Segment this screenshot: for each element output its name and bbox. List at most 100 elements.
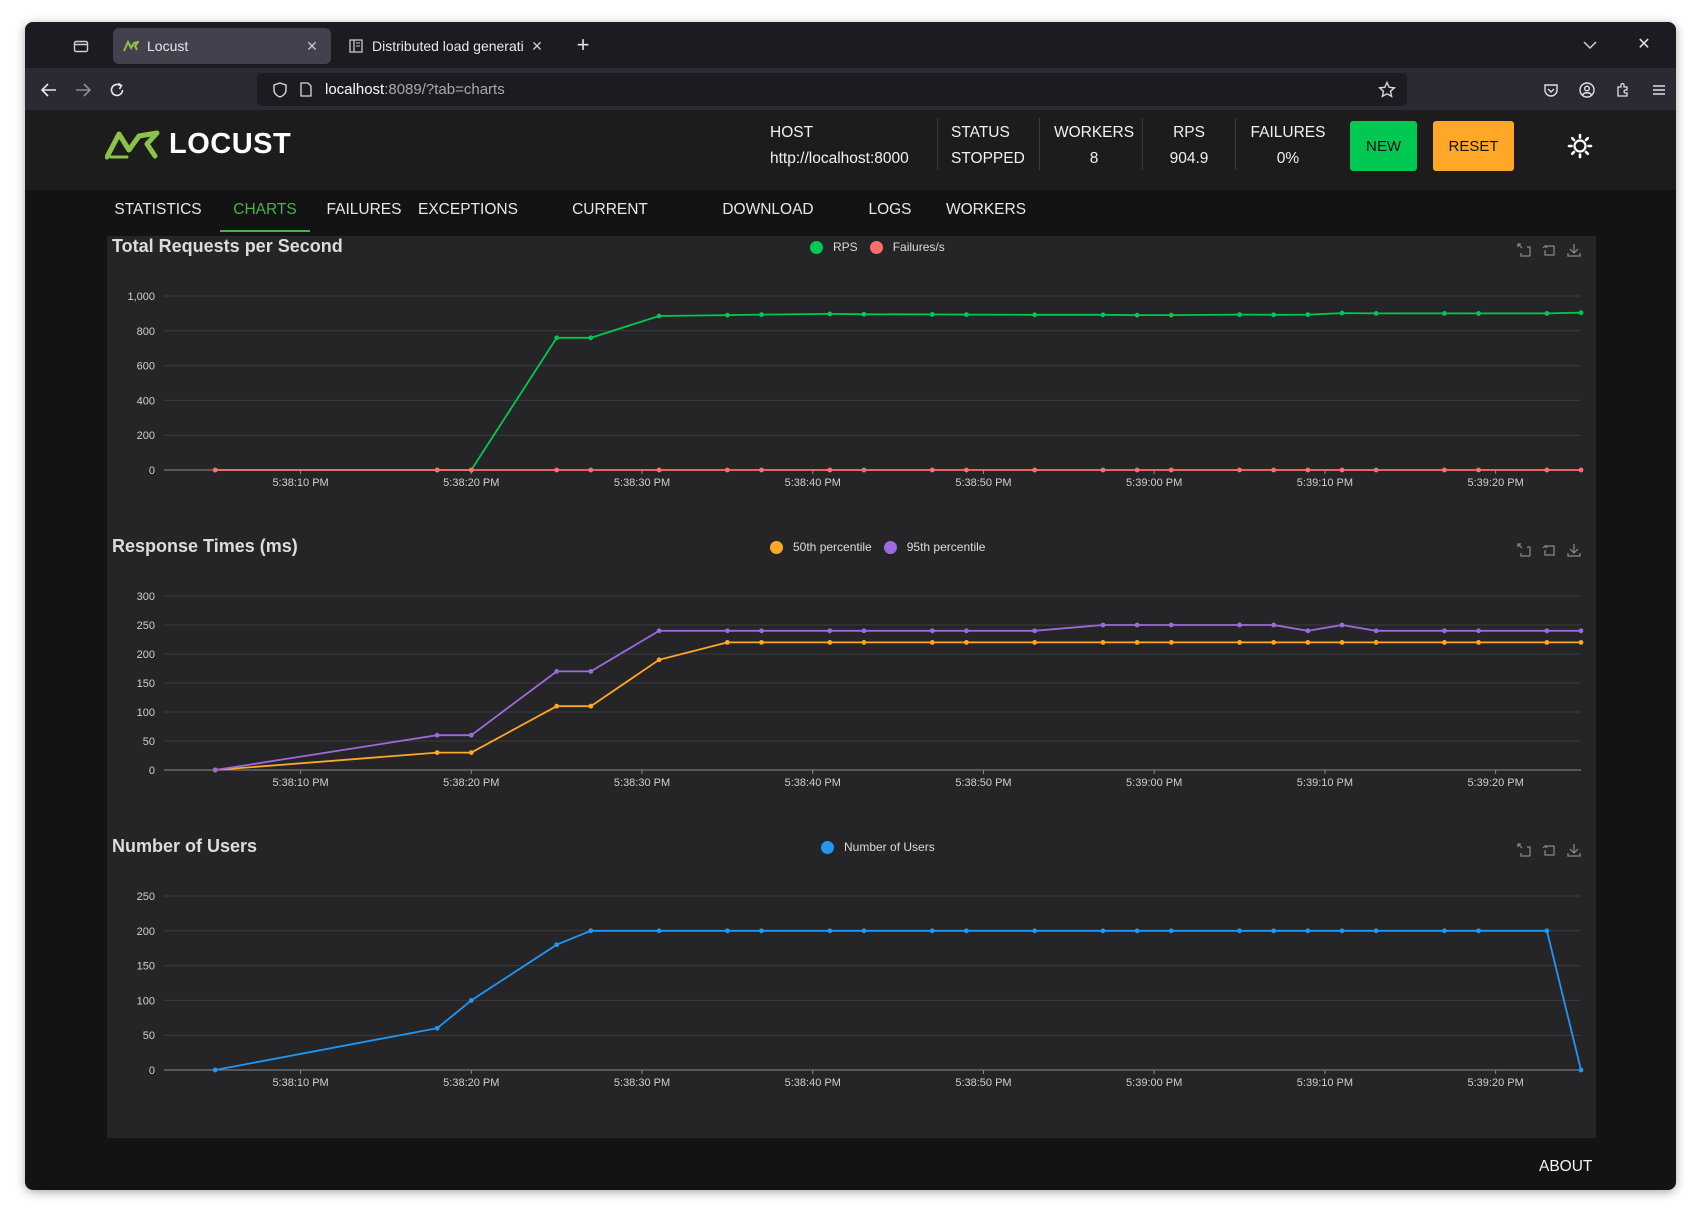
data-point[interactable] — [759, 467, 764, 473]
data-point[interactable] — [1339, 310, 1345, 316]
about-link[interactable]: ABOUT — [1539, 1158, 1593, 1175]
pocket-icon[interactable] — [1540, 79, 1562, 101]
legend-item-p95[interactable]: 95th percentile — [883, 540, 985, 554]
data-point[interactable] — [963, 928, 969, 934]
data-point[interactable] — [1442, 928, 1447, 934]
data-point[interactable] — [1168, 312, 1174, 318]
data-point[interactable] — [588, 703, 594, 709]
theme-toggle-sun-icon[interactable] — [1566, 132, 1594, 160]
data-point[interactable] — [1373, 928, 1379, 934]
data-point[interactable] — [929, 928, 935, 934]
browser-tab-docs[interactable]: Distributed load generati ✕ — [338, 28, 556, 64]
data-point[interactable] — [1544, 467, 1550, 473]
data-point[interactable] — [827, 311, 833, 317]
locust-logo[interactable]: LOCUST — [105, 128, 291, 161]
data-point[interactable] — [1305, 640, 1311, 645]
data-point[interactable] — [1168, 622, 1174, 628]
data-point[interactable] — [1476, 467, 1481, 473]
data-point[interactable] — [1168, 640, 1174, 645]
data-point[interactable] — [1578, 640, 1584, 645]
data-point[interactable] — [1373, 467, 1379, 473]
restore-icon[interactable] — [1541, 242, 1557, 258]
data-point[interactable] — [1100, 467, 1106, 473]
data-point[interactable] — [1544, 628, 1550, 634]
data-point[interactable] — [1237, 312, 1242, 318]
data-point[interactable] — [861, 928, 867, 934]
zoom-icon[interactable] — [1516, 842, 1532, 858]
data-point[interactable] — [434, 1025, 440, 1031]
data-point[interactable] — [1271, 467, 1277, 473]
data-point[interactable] — [724, 467, 730, 473]
data-point[interactable] — [1373, 640, 1379, 645]
data-point[interactable] — [1032, 640, 1038, 645]
new-tab-plus-icon[interactable]: + — [576, 32, 590, 57]
data-point[interactable] — [468, 998, 474, 1003]
hamburger-menu-icon[interactable] — [1648, 79, 1670, 101]
close-tab-icon[interactable]: ✕ — [306, 37, 318, 54]
restore-icon[interactable] — [1541, 542, 1557, 558]
account-icon[interactable] — [1576, 79, 1598, 101]
page-info-icon[interactable] — [297, 81, 315, 99]
tab-statistics[interactable]: STATISTICS — [114, 201, 202, 218]
data-point[interactable] — [759, 312, 764, 318]
restore-icon[interactable] — [1541, 842, 1557, 858]
data-point[interactable] — [1032, 312, 1038, 318]
data-point[interactable] — [588, 928, 594, 934]
data-point[interactable] — [1339, 640, 1345, 645]
data-point[interactable] — [1544, 311, 1550, 316]
bookmark-star-icon[interactable] — [1377, 80, 1397, 100]
data-point[interactable] — [1237, 640, 1242, 645]
browser-tab-locust[interactable]: Locust ✕ — [113, 28, 331, 64]
shield-icon[interactable] — [271, 81, 289, 99]
data-point[interactable] — [554, 703, 560, 709]
data-point[interactable] — [1339, 928, 1345, 934]
data-point[interactable] — [656, 657, 662, 663]
data-point[interactable] — [1100, 640, 1106, 645]
data-point[interactable] — [929, 640, 935, 645]
data-point[interactable] — [963, 467, 969, 473]
data-point[interactable] — [724, 628, 730, 634]
chevron-down-icon[interactable] — [1577, 32, 1603, 58]
data-point[interactable] — [1339, 467, 1345, 473]
data-point[interactable] — [1339, 622, 1345, 628]
tab-overview-icon[interactable] — [69, 34, 93, 58]
data-point[interactable] — [1544, 928, 1550, 934]
data-point[interactable] — [656, 313, 662, 319]
data-point[interactable] — [1476, 628, 1481, 634]
zoom-icon[interactable] — [1516, 542, 1532, 558]
forward-arrow-icon[interactable] — [69, 76, 97, 104]
data-point[interactable] — [929, 467, 935, 473]
extensions-icon[interactable] — [1612, 79, 1634, 101]
data-point[interactable] — [827, 928, 833, 934]
data-point[interactable] — [929, 628, 935, 634]
data-point[interactable] — [1476, 640, 1481, 645]
reload-icon[interactable] — [103, 76, 131, 104]
url-bar[interactable]: localhost:8089/?tab=charts — [257, 73, 1407, 106]
window-close-icon[interactable]: ✕ — [1637, 36, 1651, 53]
data-point[interactable] — [827, 467, 833, 473]
data-point[interactable] — [1544, 640, 1550, 645]
data-point[interactable] — [588, 669, 594, 674]
data-point[interactable] — [1237, 467, 1242, 473]
data-point[interactable] — [861, 311, 867, 317]
data-point[interactable] — [588, 467, 594, 473]
tab-download-data[interactable]: DOWNLOAD DATA — [722, 201, 814, 258]
data-point[interactable] — [434, 467, 440, 473]
data-point[interactable] — [1373, 628, 1379, 634]
back-arrow-icon[interactable] — [35, 76, 63, 104]
data-point[interactable] — [1578, 310, 1584, 316]
data-point[interactable] — [468, 750, 474, 755]
data-point[interactable] — [434, 732, 440, 738]
data-point[interactable] — [212, 1067, 218, 1073]
download-icon[interactable] — [1566, 842, 1582, 858]
data-point[interactable] — [554, 335, 560, 341]
close-tab-icon[interactable]: ✕ — [531, 37, 543, 54]
data-point[interactable] — [724, 928, 730, 934]
data-point[interactable] — [656, 467, 662, 473]
legend-item-failures[interactable]: Failures/s — [869, 240, 945, 254]
data-point[interactable] — [656, 628, 662, 634]
tab-charts[interactable]: CHARTS — [220, 190, 310, 242]
tab-current-ratio[interactable]: CURRENT RATIO — [572, 201, 648, 258]
data-point[interactable] — [1305, 928, 1311, 934]
data-point[interactable] — [434, 750, 440, 755]
